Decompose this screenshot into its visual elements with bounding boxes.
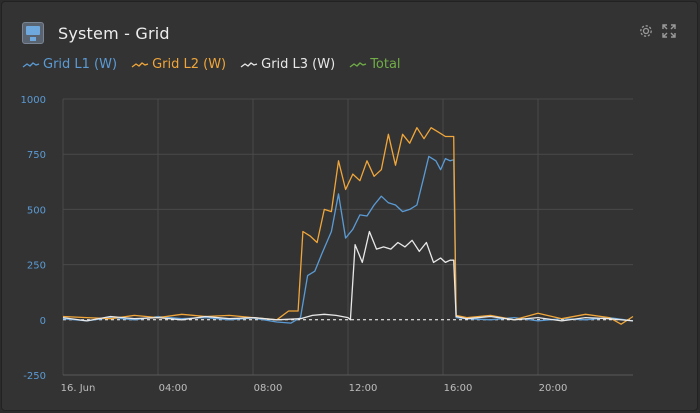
series-line-icon — [131, 61, 149, 68]
series-line-icon — [349, 61, 367, 68]
x-tick-label: 04:00 — [159, 383, 188, 394]
panel-header: System - Grid — [22, 22, 170, 44]
y-tick-label: 750 — [27, 150, 46, 161]
series-line-icon — [240, 61, 258, 68]
gear-icon[interactable] — [638, 23, 654, 39]
y-tick-label: 1000 — [21, 95, 46, 106]
legend-item[interactable]: Total — [349, 57, 401, 72]
legend-label: Total — [370, 57, 401, 72]
x-tick-label: 16. Jun — [61, 383, 96, 394]
legend-item[interactable]: Grid L1 (W) — [22, 57, 117, 72]
series-line — [62, 230, 634, 322]
x-tick-label: 08:00 — [254, 383, 283, 394]
y-tick-label: 0 — [40, 316, 46, 327]
x-tick-label: 20:00 — [539, 383, 568, 394]
y-tick-label: 250 — [27, 261, 46, 272]
y-tick-label: -250 — [23, 371, 46, 382]
legend-label: Grid L2 (W) — [152, 57, 227, 72]
panel-toolbar — [638, 23, 677, 39]
panel-title: System - Grid — [58, 23, 170, 43]
system-monitor-icon — [22, 22, 44, 44]
expand-icon[interactable] — [661, 23, 677, 39]
chart-legend: Grid L1 (W) Grid L2 (W) Grid L3 (W) Total — [22, 57, 401, 72]
series-line — [62, 127, 634, 325]
legend-label: Grid L1 (W) — [43, 57, 118, 72]
x-tick-label: 12:00 — [349, 383, 378, 394]
legend-item[interactable]: Grid L3 (W) — [240, 57, 335, 72]
legend-item[interactable]: Grid L2 (W) — [131, 57, 226, 72]
x-tick-label: 16:00 — [444, 383, 473, 394]
legend-label: Grid L3 (W) — [261, 57, 336, 72]
y-tick-label: 500 — [27, 205, 46, 216]
series-line-icon — [22, 61, 40, 68]
